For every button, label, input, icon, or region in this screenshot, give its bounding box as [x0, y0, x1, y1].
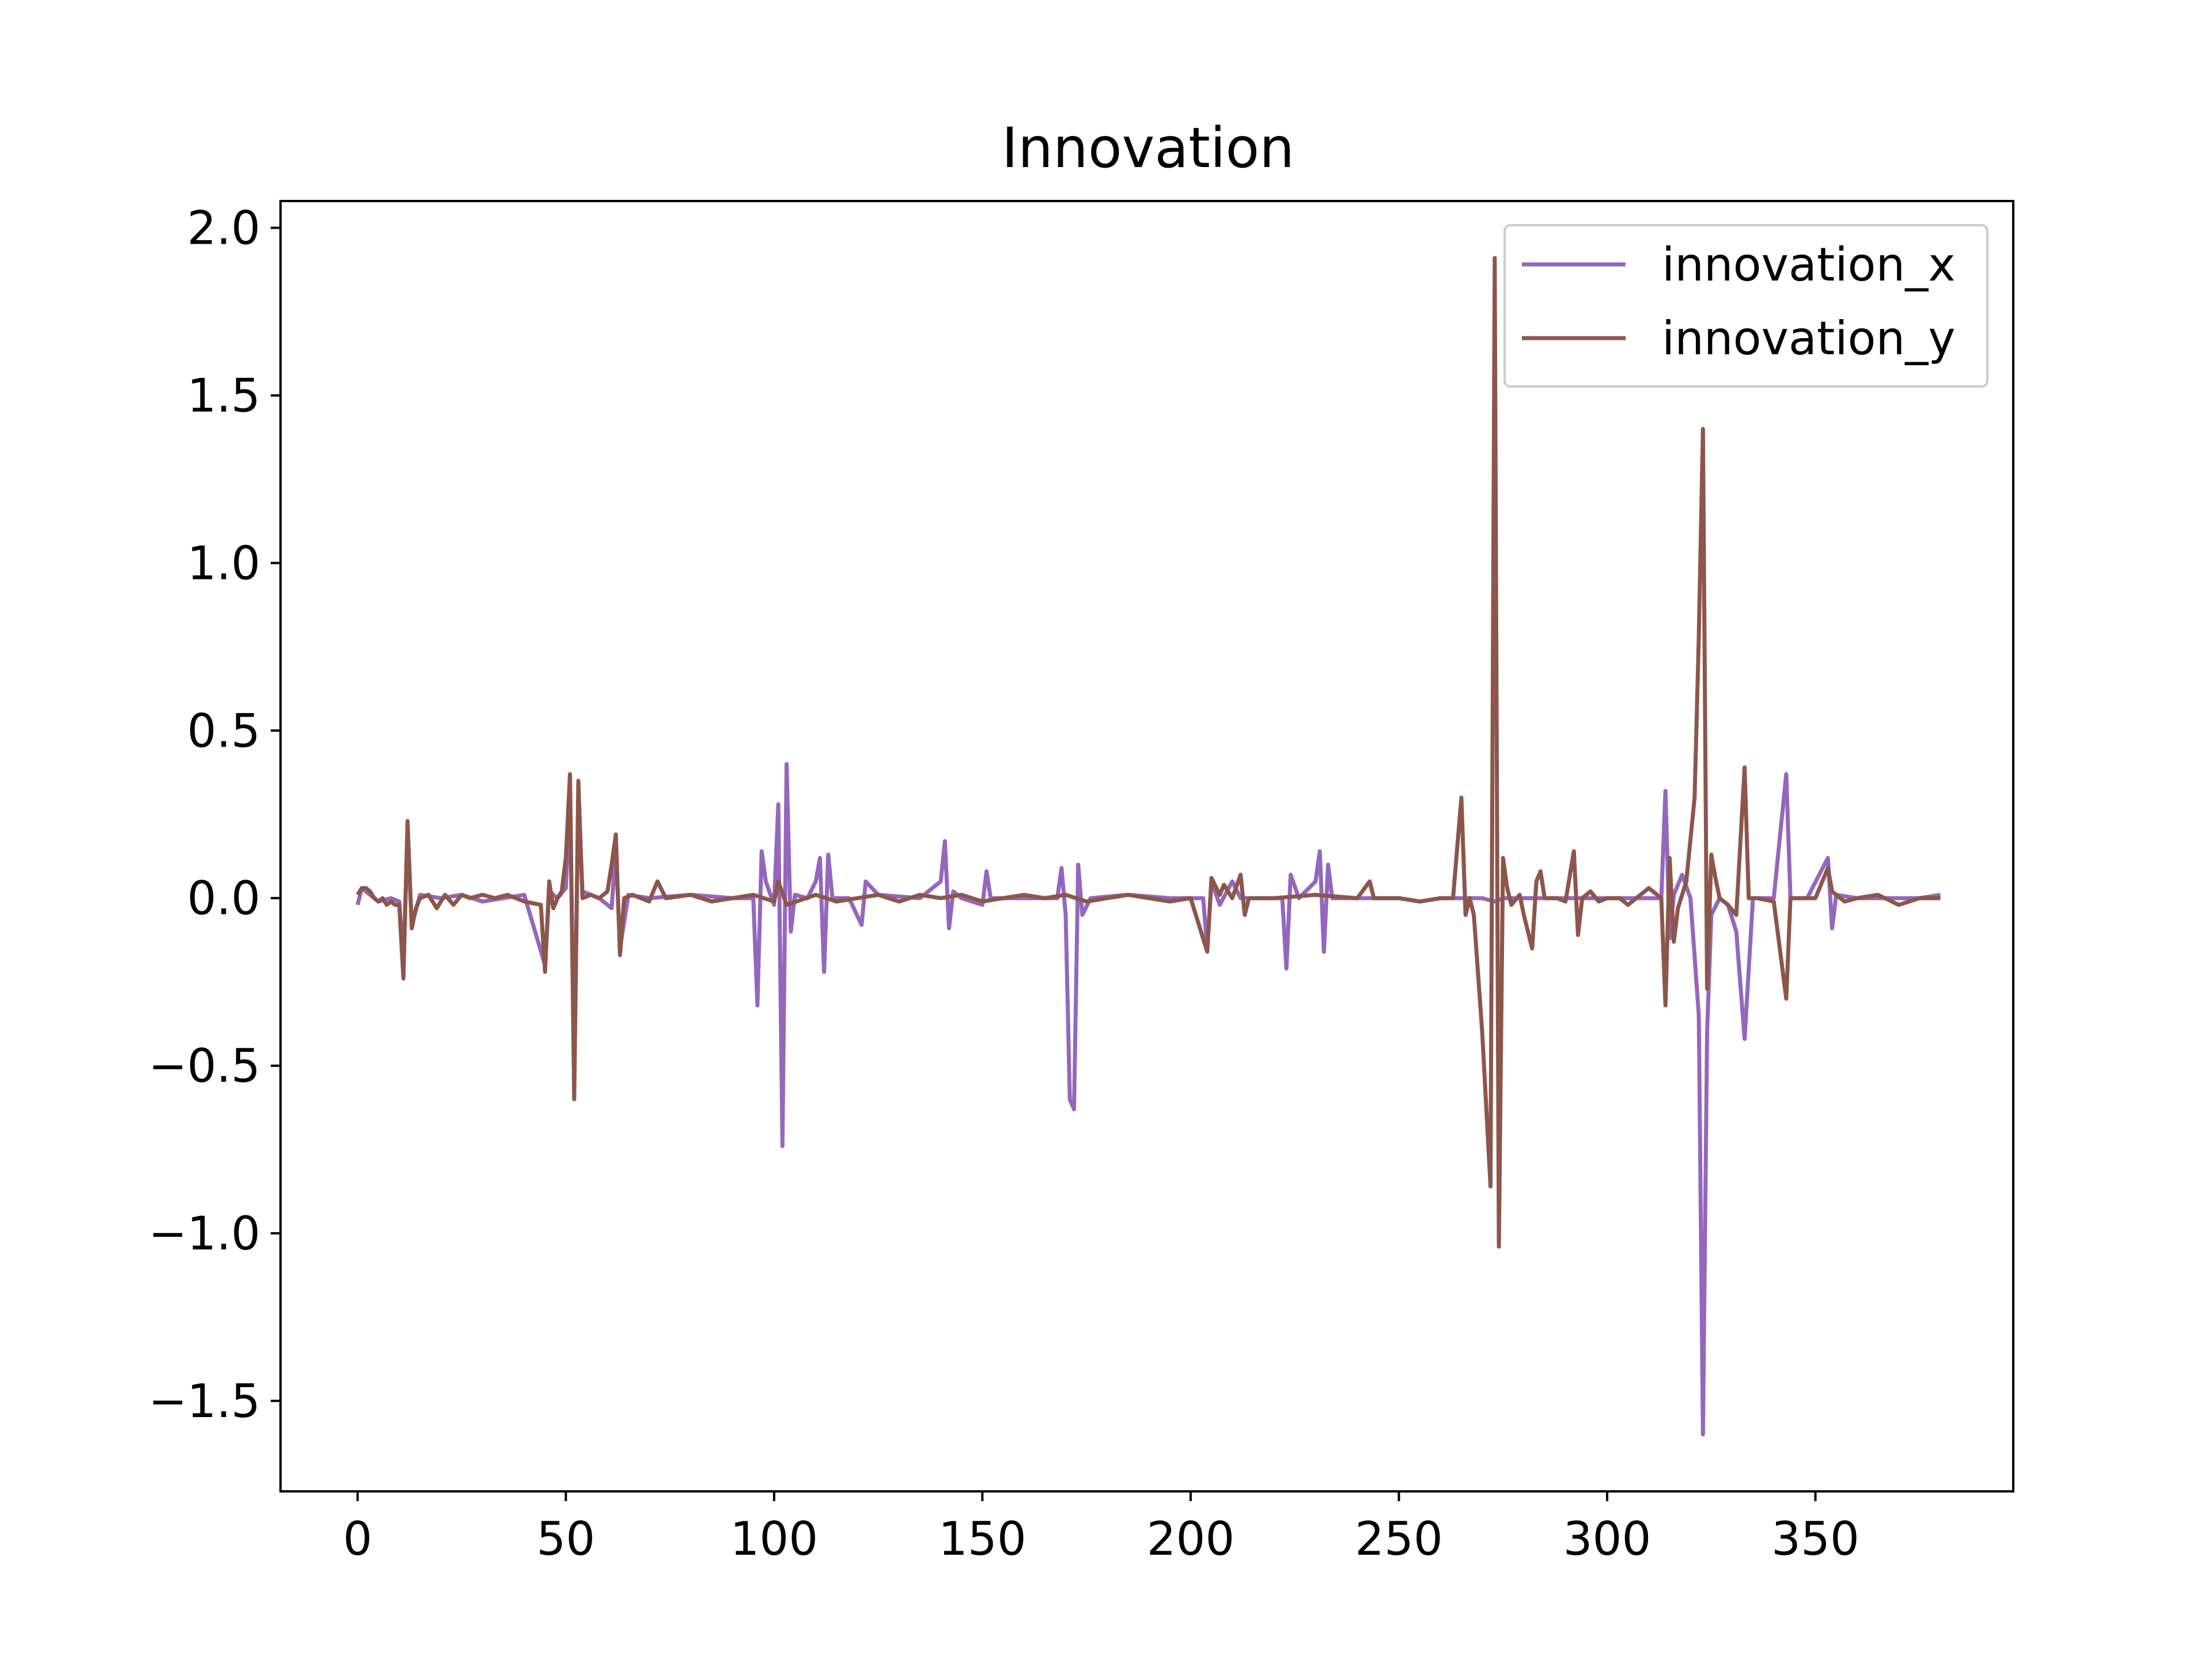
- x-tick-label: 0: [343, 1512, 372, 1566]
- axes-frame: [279, 200, 2014, 1493]
- y-tick-label: −1.0: [149, 1207, 260, 1260]
- plot-series-group: [355, 256, 1941, 1437]
- y-tick-label: −1.5: [149, 1374, 260, 1428]
- y-tick-label: 2.0: [187, 202, 260, 255]
- x-tick-label: 300: [1563, 1512, 1652, 1566]
- y-tick-label: 1.5: [187, 369, 260, 422]
- x-tick-label: 200: [1147, 1512, 1235, 1566]
- legend: innovation_x innovation_y: [1503, 224, 1988, 388]
- y-tick-label: 0.0: [187, 872, 260, 925]
- legend-label-innovation-y: innovation_y: [1662, 312, 1956, 365]
- x-tick-label: 100: [730, 1512, 818, 1566]
- legend-label-innovation-x: innovation_x: [1662, 238, 1956, 291]
- x-axis: 0 50 100 150 200 250 300 350: [343, 1491, 1859, 1566]
- chart-title: Innovation: [1002, 116, 1294, 180]
- y-tick-label: −0.5: [149, 1039, 260, 1093]
- x-tick-label: 150: [938, 1512, 1027, 1566]
- y-tick-label: 1.0: [187, 536, 260, 590]
- x-tick-label: 350: [1771, 1512, 1859, 1566]
- x-tick-label: 50: [536, 1512, 595, 1566]
- y-axis: −1.5 −1.0 −0.5 0.0 0.5 1.0 1.5 2.0: [149, 202, 281, 1428]
- series-line-innovation-y: [355, 256, 1941, 1249]
- x-tick-label: 250: [1355, 1512, 1443, 1566]
- y-tick-label: 0.5: [187, 704, 260, 757]
